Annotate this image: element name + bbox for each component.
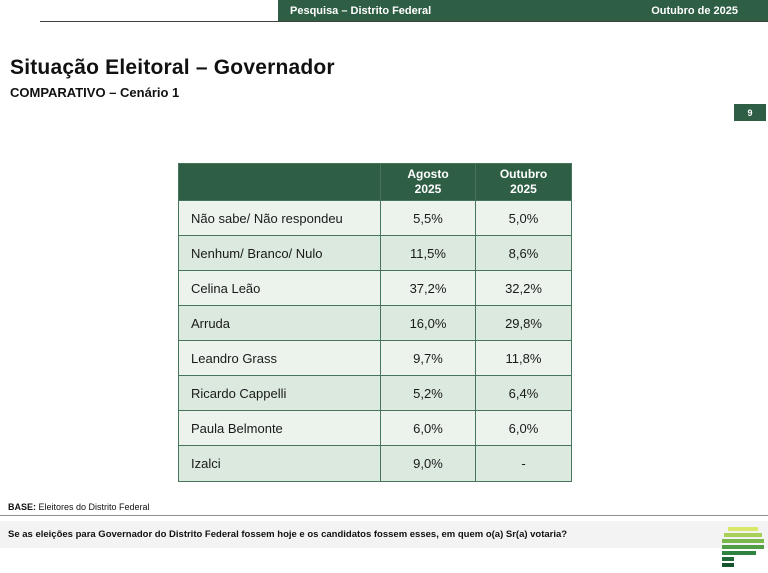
value-outubro: 11,8%: [476, 341, 571, 376]
value-outubro: 5,0%: [476, 201, 571, 236]
row-label: Leandro Grass: [179, 341, 381, 376]
value-agosto: 9,7%: [381, 341, 476, 376]
row-label: Paula Belmonte: [179, 411, 381, 446]
table-row: Ricardo Cappelli 5,2% 6,4%: [179, 376, 571, 411]
table-row: Arruda 16,0% 29,8%: [179, 306, 571, 341]
value-outubro: 32,2%: [476, 271, 571, 306]
value-agosto: 6,0%: [381, 411, 476, 446]
parana-pesquisas-logo-icon: [722, 527, 764, 567]
header-cell-agosto: Agosto 2025: [381, 164, 476, 201]
value-agosto: 5,5%: [381, 201, 476, 236]
table-header-row: Agosto 2025 Outubro 2025: [179, 164, 571, 201]
base-label: BASE:: [8, 502, 37, 512]
value-agosto: 11,5%: [381, 236, 476, 271]
value-outubro: 6,4%: [476, 376, 571, 411]
footer-divider-line: [0, 515, 768, 516]
value-agosto: 37,2%: [381, 271, 476, 306]
value-agosto: 9,0%: [381, 446, 476, 481]
heading-block: Situação Eleitoral – Governador COMPARAT…: [10, 56, 335, 100]
base-text: Eleitores do Distrito Federal: [36, 502, 150, 512]
top-bar-left-label: Pesquisa – Distrito Federal: [290, 5, 432, 17]
table-row: Paula Belmonte 6,0% 6,0%: [179, 411, 571, 446]
row-label: Izalci: [179, 446, 381, 481]
base-note: BASE: Eleitores do Distrito Federal: [8, 502, 150, 512]
results-table: Agosto 2025 Outubro 2025 Não sabe/ Não r…: [178, 163, 572, 482]
row-label: Nenhum/ Branco/ Nulo: [179, 236, 381, 271]
survey-question: Se as eleições para Governador do Distri…: [8, 529, 568, 540]
table-row: Izalci 9,0% -: [179, 446, 571, 481]
row-label: Celina Leão: [179, 271, 381, 306]
page-number-badge: 9: [734, 104, 766, 121]
table-row: Não sabe/ Não respondeu 5,5% 5,0%: [179, 201, 571, 236]
page-subtitle: COMPARATIVO – Cenário 1: [10, 85, 180, 100]
value-agosto: 5,2%: [381, 376, 476, 411]
value-outubro: 29,8%: [476, 306, 571, 341]
top-bar: Pesquisa – Distrito Federal Outubro de 2…: [278, 0, 768, 22]
row-label: Arruda: [179, 306, 381, 341]
header-cell-empty: [179, 164, 381, 201]
row-label: Não sabe/ Não respondeu: [179, 201, 381, 236]
value-outubro: -: [476, 446, 571, 481]
table-row: Celina Leão 37,2% 32,2%: [179, 271, 571, 306]
header-cell-outubro: Outubro 2025: [476, 164, 571, 201]
header-divider-line: [40, 21, 768, 22]
row-label: Ricardo Cappelli: [179, 376, 381, 411]
table-row: Leandro Grass 9,7% 11,8%: [179, 341, 571, 376]
value-outubro: 6,0%: [476, 411, 571, 446]
value-outubro: 8,6%: [476, 236, 571, 271]
page-title: Situação Eleitoral – Governador: [10, 56, 335, 79]
value-agosto: 16,0%: [381, 306, 476, 341]
question-band: [0, 521, 768, 548]
top-bar-right-label: Outubro de 2025: [651, 5, 738, 17]
table-row: Nenhum/ Branco/ Nulo 11,5% 8,6%: [179, 236, 571, 271]
